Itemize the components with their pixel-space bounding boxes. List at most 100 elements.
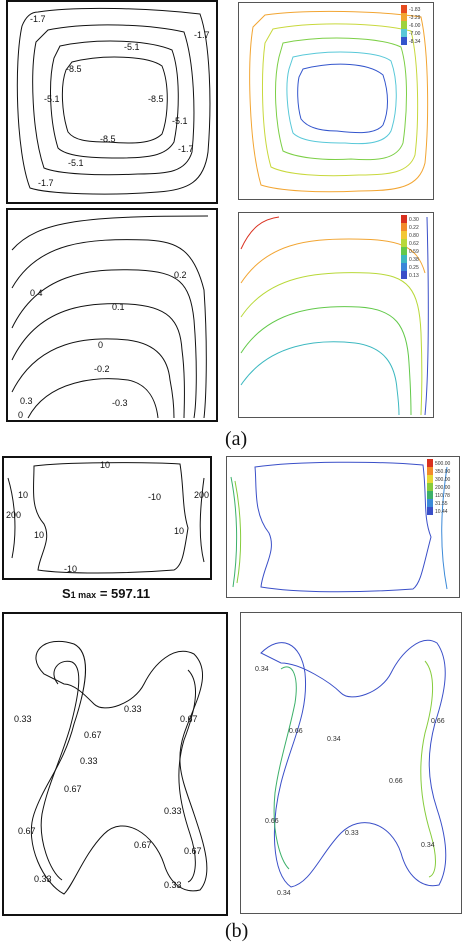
contour-label: 200 <box>6 510 21 520</box>
legend-swatch <box>401 271 407 279</box>
contour-label: -1.7 <box>178 144 194 154</box>
contour-label: 0.33 <box>345 830 359 837</box>
s1-max-annotation: S1 max = 597.11 <box>62 586 150 601</box>
legend-swatch <box>401 29 407 37</box>
contour-label: 0.66 <box>389 778 403 785</box>
contour-label: -5.1 <box>44 94 60 104</box>
contour-label: -1.7 <box>30 14 46 24</box>
contour-label: -10 <box>64 564 77 574</box>
contour-label: 0.66 <box>265 818 279 825</box>
smax-sub: 1 max <box>70 590 97 600</box>
contour-label: 0.66 <box>431 718 445 725</box>
contour-label: -1.7 <box>38 178 54 188</box>
contour-label: -8.5 <box>100 134 116 144</box>
legend-swatch <box>427 491 433 499</box>
legend-swatch <box>401 263 407 271</box>
caption-b: (b) <box>225 920 249 942</box>
legend-label: -1.83 <box>409 7 421 13</box>
legend-label: 0.22 <box>409 225 419 231</box>
contour-label: 0.67 <box>64 784 82 794</box>
smax-value: = 597.11 <box>99 586 151 601</box>
legend-label: 110.78 <box>435 493 450 499</box>
contour-label: 0.67 <box>18 826 36 836</box>
entropy-colored-contours <box>230 461 448 593</box>
contour-label: 0.66 <box>289 728 303 735</box>
contour-label: 0.67 <box>180 714 198 724</box>
temp-contour-color-second: 0.30 0.22 0.80 0.62 0.59 0.38 0.25 0.13 <box>238 212 434 418</box>
contour-label: -5.1 <box>68 158 84 168</box>
contour-label: 0.2 <box>174 270 187 280</box>
legend-swatch <box>401 215 407 223</box>
legend-label: -7.00 <box>409 31 421 37</box>
contour-label: -0.2 <box>94 364 110 374</box>
legend-label: 0.80 <box>409 233 419 239</box>
contour-label: -0.3 <box>112 398 128 408</box>
contour-label: 0.34 <box>277 890 291 897</box>
contour-label: 0.67 <box>184 846 202 856</box>
legend-label: -3.29 <box>409 15 421 21</box>
legend-label: -8.34 <box>409 39 421 45</box>
legend-swatch <box>401 21 407 29</box>
entropy-contour-color-third: 500.00 350.00 300.00 200.00 110.78 31.55 10.44 <box>226 456 460 598</box>
legend-bar: -1.83 -3.29 -6.00 -7.00 -8.34 <box>401 5 421 45</box>
legend-bar: 0.30 0.22 0.80 0.62 0.59 0.38 0.25 0.13 <box>401 215 419 279</box>
legend-label: 0.30 <box>409 217 419 223</box>
legend-label: 0.59 <box>409 249 419 255</box>
contour-label: -5.1 <box>172 116 188 126</box>
legend-swatch <box>401 13 407 21</box>
contour-label: 0 <box>98 340 103 350</box>
contour-label: 0.33 <box>164 880 182 890</box>
legend-swatch <box>427 467 433 475</box>
contour-label: 0.4 <box>30 288 43 298</box>
contour-label: -5.1 <box>124 42 140 52</box>
contour-label: 0.33 <box>80 756 98 766</box>
contour-label: 10 <box>174 526 184 536</box>
entropy-bottom-colored-contours: 0.34 0.66 0.34 0.66 0.33 0.66 0.34 0.66 … <box>255 639 447 897</box>
contour-label: 0.34 <box>421 842 435 849</box>
psi-colored-contours <box>249 10 429 193</box>
contour-label: 0.33 <box>164 806 182 816</box>
contour-label: 0 <box>18 410 23 420</box>
legend-label: 300.00 <box>435 477 451 483</box>
legend-swatch <box>427 499 433 507</box>
legend-bar: 500.00 350.00 300.00 200.00 110.78 31.55 10.44 <box>427 459 451 515</box>
legend-label: 500.00 <box>435 461 451 467</box>
contour-label: 10 <box>34 530 44 540</box>
psi-contour-color-top: -1.83 -3.29 -6.00 -7.00 -8.34 <box>238 2 434 200</box>
legend-swatch <box>427 483 433 491</box>
caption-a: (a) <box>225 428 248 450</box>
entropy-contour-bw-bottom: 0.33 0.67 0.33 0.67 0.33 0.67 0.67 0.33 … <box>2 612 228 916</box>
contour-label: 10 <box>18 490 28 500</box>
legend-label: 0.62 <box>409 241 419 247</box>
legend-label: 10.44 <box>435 509 448 515</box>
legend-swatch <box>401 5 407 13</box>
legend-label: 0.13 <box>409 273 419 279</box>
contour-label: 0.34 <box>327 736 341 743</box>
entropy-bottom-contour-lines: 0.33 0.67 0.33 0.67 0.33 0.67 0.67 0.33 … <box>14 640 208 895</box>
temp-colored-contours <box>240 216 429 416</box>
legend-label: 31.55 <box>435 501 448 507</box>
temp-contour-lines: 0.4 0.2 0.1 0 -0.2 -0.3 0.3 0 <box>11 215 209 420</box>
contour-label: 0.33 <box>124 704 142 714</box>
contour-label: -1.7 <box>194 30 210 40</box>
contour-label: 10 <box>100 460 110 470</box>
smax-prefix: S <box>62 586 71 601</box>
temp-contour-bw-second: 0.4 0.2 0.1 0 -0.2 -0.3 0.3 0 <box>6 208 218 422</box>
legend-swatch <box>401 223 407 231</box>
legend-swatch <box>401 37 407 45</box>
psi-contour-bw-top: -1.7 -5.1 -8.5 -8.5 -8.5 -5.1 -5.1 -1.7 … <box>6 0 218 204</box>
entropy-contour-color-bottom: 0.34 0.66 0.34 0.66 0.33 0.66 0.34 0.66 … <box>240 612 462 914</box>
legend-swatch <box>401 231 407 239</box>
psi-contour-lines: -1.7 -5.1 -8.5 -8.5 -8.5 -5.1 -5.1 -1.7 … <box>16 7 211 195</box>
legend-swatch <box>401 247 407 255</box>
legend-label: 200.00 <box>435 485 451 491</box>
legend-swatch <box>427 507 433 515</box>
entropy-contour-bw-third: 10 10 -10 10 10 -10 200 200 <box>2 456 212 580</box>
legend-label: -6.00 <box>409 23 421 29</box>
entropy-contour-lines: 10 10 -10 10 10 -10 200 200 <box>6 460 209 574</box>
legend-swatch <box>401 239 407 247</box>
legend-swatch <box>427 475 433 483</box>
contour-label: 0.67 <box>84 730 102 740</box>
legend-label: 0.38 <box>409 257 419 263</box>
legend-label: 350.00 <box>435 469 451 475</box>
